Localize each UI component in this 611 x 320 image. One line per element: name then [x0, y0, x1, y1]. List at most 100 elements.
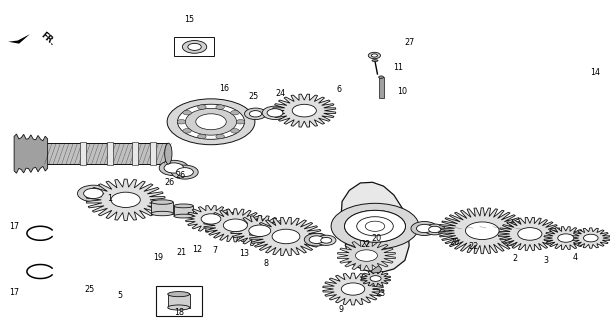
Circle shape: [196, 114, 226, 130]
Ellipse shape: [168, 292, 189, 297]
Circle shape: [292, 104, 316, 117]
Text: 7: 7: [213, 246, 218, 255]
Circle shape: [231, 110, 239, 115]
Circle shape: [345, 210, 406, 242]
Polygon shape: [439, 208, 526, 254]
Circle shape: [262, 106, 288, 120]
Circle shape: [316, 235, 336, 245]
Circle shape: [197, 105, 206, 109]
Polygon shape: [186, 206, 236, 232]
Text: 10: 10: [397, 87, 407, 96]
Polygon shape: [323, 273, 383, 305]
Text: 22: 22: [360, 240, 370, 249]
Circle shape: [518, 228, 542, 240]
Circle shape: [584, 234, 598, 242]
Text: 26: 26: [175, 171, 186, 180]
Text: 17: 17: [10, 222, 20, 231]
Text: 20: 20: [371, 234, 382, 243]
Text: 13: 13: [240, 250, 249, 259]
Polygon shape: [86, 179, 165, 220]
Circle shape: [182, 41, 207, 53]
Circle shape: [188, 44, 201, 50]
Circle shape: [176, 168, 193, 177]
Circle shape: [466, 222, 499, 240]
Bar: [150, 142, 156, 165]
Ellipse shape: [174, 204, 193, 208]
Text: 2: 2: [512, 254, 517, 263]
Circle shape: [429, 226, 441, 233]
Bar: [174, 37, 214, 56]
Polygon shape: [8, 34, 30, 44]
Bar: [156, 286, 202, 316]
Text: 4: 4: [573, 253, 577, 262]
Circle shape: [356, 250, 378, 261]
Circle shape: [309, 236, 324, 244]
Circle shape: [177, 104, 244, 139]
Circle shape: [183, 110, 191, 115]
Text: 19: 19: [153, 253, 163, 262]
Text: 18: 18: [174, 308, 185, 317]
Polygon shape: [571, 228, 610, 248]
Circle shape: [304, 233, 329, 246]
Text: 27: 27: [404, 38, 414, 47]
Text: 14: 14: [590, 68, 600, 77]
Text: 11: 11: [393, 63, 403, 72]
Circle shape: [159, 160, 188, 176]
Ellipse shape: [168, 305, 189, 310]
Circle shape: [167, 99, 255, 145]
Ellipse shape: [174, 214, 193, 218]
Polygon shape: [544, 227, 588, 250]
Circle shape: [331, 203, 419, 249]
Circle shape: [236, 120, 245, 124]
Bar: [108, 142, 114, 165]
Polygon shape: [360, 271, 390, 286]
Circle shape: [321, 237, 332, 243]
Circle shape: [368, 52, 381, 59]
Circle shape: [249, 111, 262, 117]
Text: 15: 15: [185, 15, 195, 24]
Circle shape: [216, 134, 224, 139]
Ellipse shape: [152, 211, 173, 216]
Circle shape: [370, 276, 381, 281]
Polygon shape: [341, 182, 409, 273]
Circle shape: [417, 224, 433, 233]
Polygon shape: [14, 134, 48, 173]
Ellipse shape: [152, 200, 173, 204]
Polygon shape: [204, 209, 267, 242]
Bar: [132, 142, 138, 165]
Circle shape: [558, 234, 574, 242]
Circle shape: [111, 192, 141, 207]
Polygon shape: [273, 94, 336, 127]
Text: 25: 25: [249, 92, 259, 101]
Circle shape: [197, 134, 206, 139]
Text: 3: 3: [544, 256, 549, 265]
Circle shape: [425, 224, 445, 235]
Ellipse shape: [379, 76, 384, 78]
Circle shape: [201, 214, 221, 224]
Text: 9: 9: [338, 305, 343, 314]
Circle shape: [357, 217, 393, 236]
Text: 24: 24: [276, 89, 285, 98]
Circle shape: [216, 105, 224, 109]
Polygon shape: [371, 266, 382, 273]
Circle shape: [342, 283, 365, 295]
Circle shape: [224, 219, 247, 232]
Polygon shape: [231, 215, 289, 246]
Bar: [168, 294, 189, 308]
Text: FR.: FR.: [39, 30, 57, 47]
Text: 23: 23: [375, 289, 386, 298]
Text: 1: 1: [107, 194, 112, 203]
Circle shape: [84, 188, 103, 198]
Bar: [80, 142, 86, 165]
Bar: [174, 206, 193, 216]
Circle shape: [183, 129, 191, 133]
Circle shape: [172, 165, 198, 179]
Circle shape: [371, 54, 378, 57]
Text: 25: 25: [84, 284, 95, 293]
Text: 6: 6: [337, 85, 342, 94]
Text: 12: 12: [192, 245, 202, 254]
Circle shape: [345, 210, 406, 242]
Circle shape: [411, 221, 438, 236]
Text: 16: 16: [219, 84, 229, 93]
Text: 26: 26: [164, 178, 174, 187]
